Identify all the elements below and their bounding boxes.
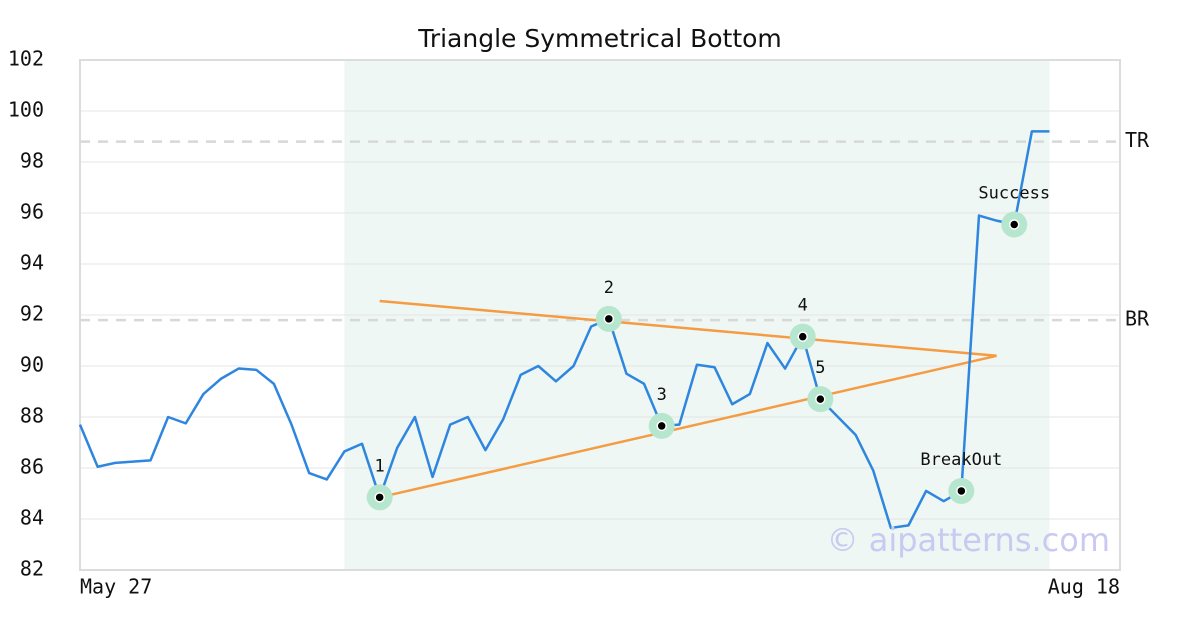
point-label: 5 — [815, 358, 825, 378]
point-label: 3 — [657, 385, 667, 405]
x-tick-label: Aug 18 — [1048, 575, 1120, 599]
level-label: BR — [1125, 307, 1150, 331]
trend-line — [379, 299, 997, 358]
point-marker — [815, 393, 826, 405]
y-tick-label: 86 — [20, 455, 44, 479]
y-tick-label: 92 — [20, 302, 44, 326]
point-label: BreakOut — [920, 450, 1002, 470]
point-marker — [956, 485, 967, 497]
chart-title: Triangle Symmetrical Bottom — [417, 24, 782, 53]
level-label: TR — [1125, 128, 1150, 152]
price-line — [78, 130, 1050, 530]
y-tick-label: 82 — [20, 557, 44, 581]
watermark: © aipatterns.com — [827, 521, 1110, 559]
point-label: Success — [978, 183, 1050, 203]
point-marker — [1008, 219, 1020, 230]
y-tick-label: 96 — [20, 200, 44, 224]
y-tick-label: 88 — [20, 404, 44, 428]
y-tick-label: 84 — [20, 506, 44, 530]
point-marker — [374, 492, 385, 503]
point-marker — [797, 331, 808, 342]
y-tick-label: 90 — [20, 353, 44, 377]
y-tick-label: 102 — [8, 47, 44, 71]
point-marker — [603, 313, 615, 325]
y-tick-label: 94 — [20, 251, 44, 275]
trend-line — [379, 354, 997, 499]
x-tick-label: May 27 — [80, 575, 152, 599]
y-tick-label: 98 — [20, 149, 44, 173]
point-label: 2 — [604, 278, 614, 298]
point-marker — [656, 420, 667, 432]
point-label: 4 — [798, 296, 808, 316]
point-label: 1 — [375, 456, 385, 476]
plot-frame — [79, 59, 1121, 571]
y-tick-label: 100 — [8, 98, 44, 122]
